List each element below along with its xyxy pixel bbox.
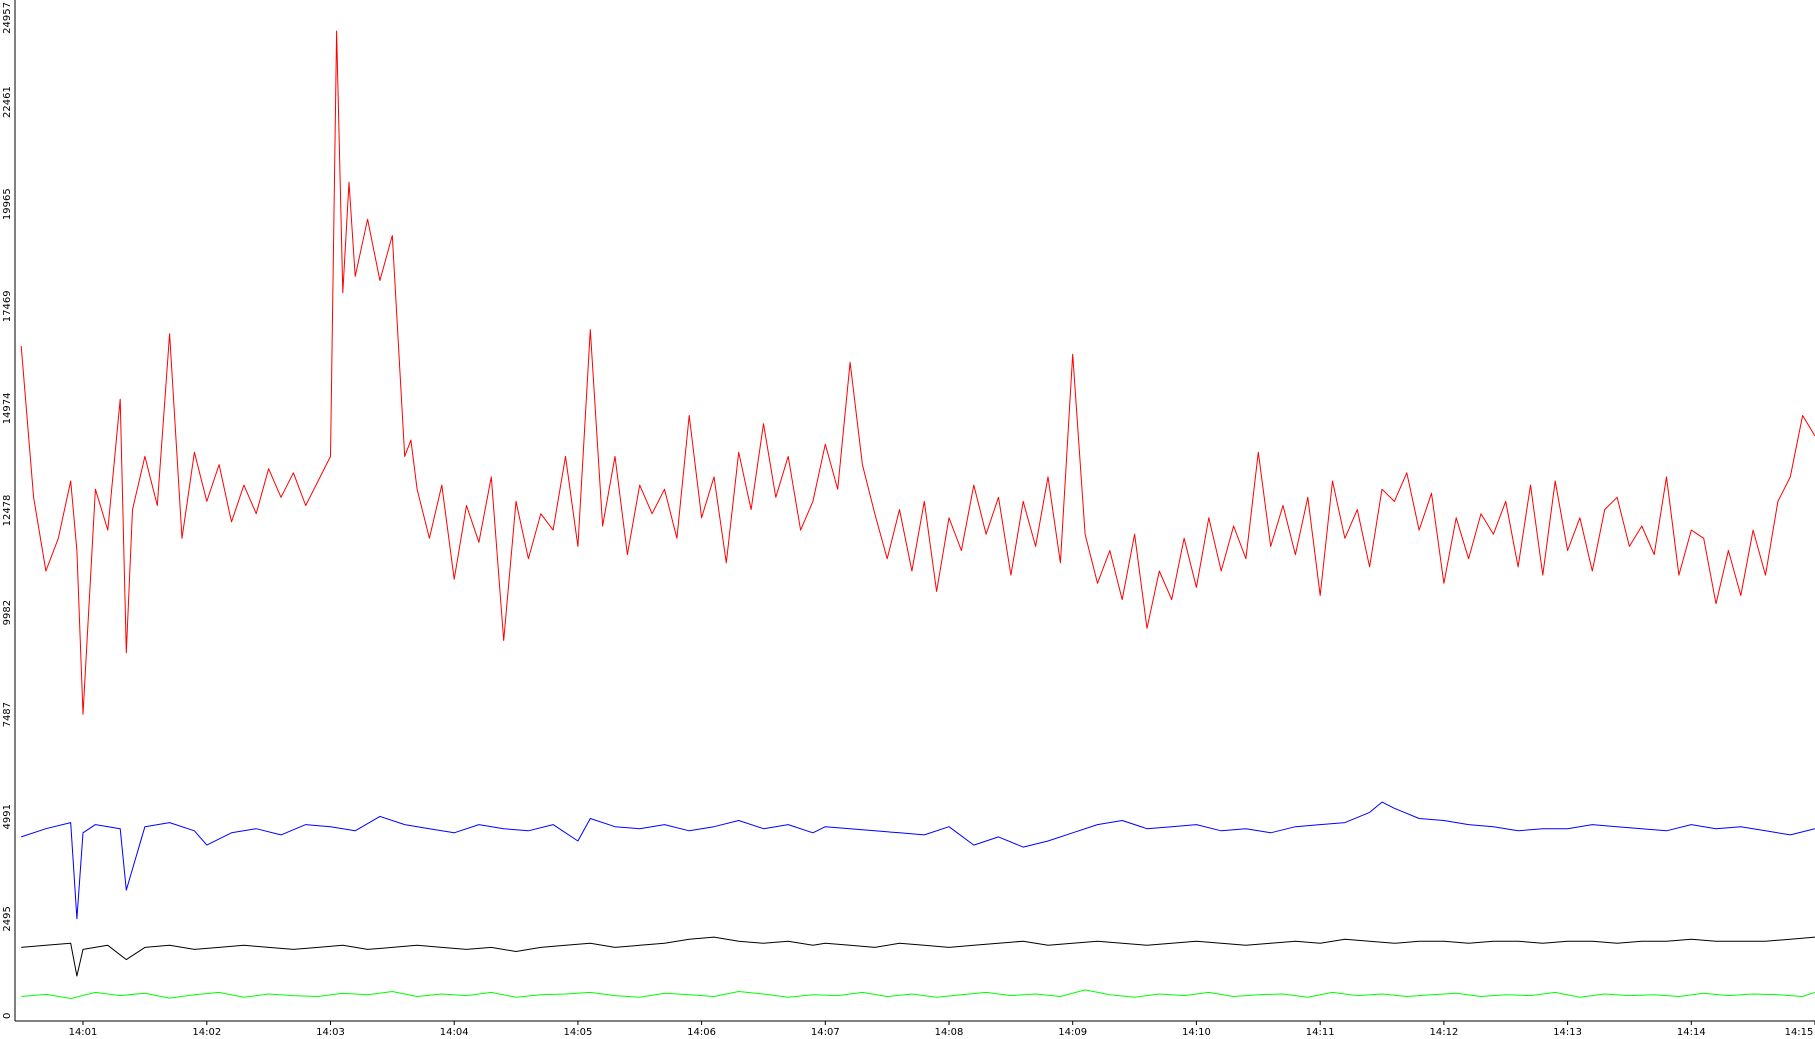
y-tick-label: 22461	[2, 86, 13, 118]
y-tick-labels: 0 2495 4991 7487 9982 12478 14974 17469 19965 224…	[2, 2, 13, 1019]
y-tick-label: 17469	[2, 290, 13, 322]
y-tick-label: 14974	[2, 392, 13, 424]
x-tick-label: 14:12	[1429, 1027, 1458, 1038]
y-tick-label: 24957	[2, 2, 13, 34]
series-line-3	[21, 989, 1815, 999]
x-tick-label: 14:15	[1785, 1027, 1814, 1038]
x-tick-label: 14:13	[1553, 1027, 1582, 1038]
x-tick-label: 14:08	[935, 1027, 964, 1038]
y-tick-label: 0	[2, 1013, 13, 1019]
series-layer	[20, 30, 1815, 999]
x-tick-label: 14:09	[1058, 1027, 1087, 1038]
y-tick-label: 4991	[2, 804, 13, 829]
series-line-1	[21, 801, 1815, 920]
x-tick-label: 14:06	[687, 1027, 716, 1038]
x-tick-label: 14:05	[563, 1027, 592, 1038]
y-tick-label: 19965	[2, 188, 13, 220]
y-tick-label: 2495	[2, 906, 13, 931]
y-tick-label: 9982	[2, 600, 13, 625]
x-tick-label: 14:14	[1677, 1027, 1706, 1038]
x-tick-label: 14:10	[1182, 1027, 1211, 1038]
y-tick-label: 7487	[2, 702, 13, 727]
x-tick-label: 14:02	[192, 1027, 221, 1038]
x-tick-label: 14:11	[1306, 1027, 1335, 1038]
x-tick-label: 14:01	[69, 1027, 98, 1038]
series-line-2	[21, 936, 1815, 977]
axes-layer	[14, 0, 1815, 1022]
x-tick-label: 14:07	[811, 1027, 840, 1038]
y-tick-label: 12478	[2, 495, 13, 527]
series-line-0	[20, 30, 1815, 715]
x-tick-label: 14:04	[440, 1027, 469, 1038]
x-tick-label: 14:03	[316, 1027, 345, 1038]
x-tick-labels: 14:01 14:02 14:03 14:04 14:05 14:06 14:07 14:08…	[69, 1021, 1815, 1038]
